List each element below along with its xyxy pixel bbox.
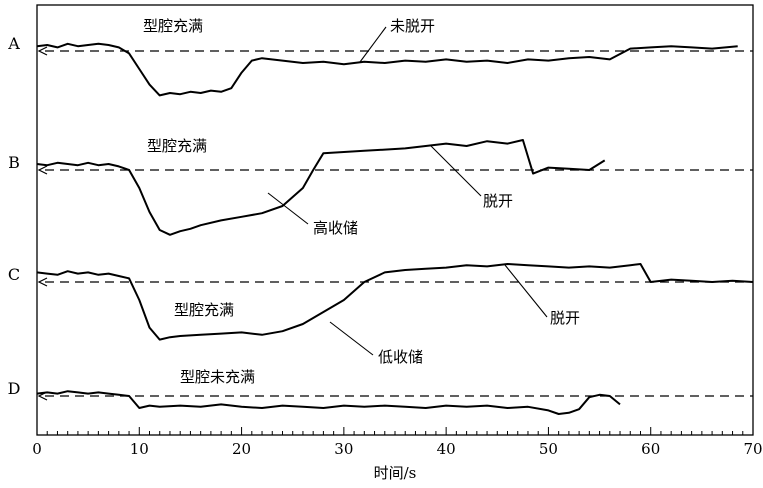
x-tick-label: 0: [32, 440, 42, 458]
x-tick-label: 10: [130, 440, 149, 458]
series-label-c: C: [8, 265, 20, 284]
x-tick-label: 30: [334, 440, 353, 458]
annotation-b-4: 脱开: [483, 192, 513, 210]
annotation-d-8: 型腔未充满: [180, 368, 255, 386]
annotation-a-0: 型腔充满: [143, 17, 203, 35]
x-axis-label: 时间/s: [374, 464, 417, 482]
baselines: [37, 46, 753, 401]
series-label-a: A: [7, 34, 20, 53]
x-tick-label: 50: [539, 440, 558, 458]
x-tick-label: 60: [641, 440, 660, 458]
x-tick-label: 20: [232, 440, 251, 458]
x-axis-ticks: 0 10 20 30 40 50 60 70: [32, 427, 763, 458]
series-label-b: B: [8, 153, 20, 172]
annotation-leader-line: [267, 192, 309, 225]
series-lines: [36, 42, 754, 415]
annotation-leader-line: [329, 321, 374, 356]
series-line-a: [36, 42, 738, 97]
series-label-d: D: [8, 379, 21, 398]
baseline-arrow-c: [37, 277, 48, 287]
series-labels: A B C D: [7, 34, 20, 398]
x-tick-label: 40: [437, 440, 456, 458]
annotation-c-6: 脱开: [550, 309, 580, 327]
annotation-c-5: 型腔充满: [174, 301, 234, 319]
series-line-d: [36, 390, 621, 415]
annotation-b-3: 高收储: [313, 219, 358, 237]
annotation-leader-line: [504, 264, 548, 318]
annotation-c-7: 低收储: [378, 348, 423, 366]
series-line-b: [36, 139, 606, 236]
baseline-arrow-a: [37, 46, 48, 56]
baseline-arrow-b: [37, 165, 48, 175]
plot-frame: [36, 4, 754, 436]
annotation-b-2: 型腔充满: [147, 137, 207, 155]
annotation-leader-line: [429, 144, 482, 197]
annotation-leader-line: [359, 26, 387, 63]
series-line-c: [36, 263, 754, 341]
x-tick-label: 70: [743, 440, 762, 458]
annotation-a-1: 未脱开: [390, 17, 435, 35]
